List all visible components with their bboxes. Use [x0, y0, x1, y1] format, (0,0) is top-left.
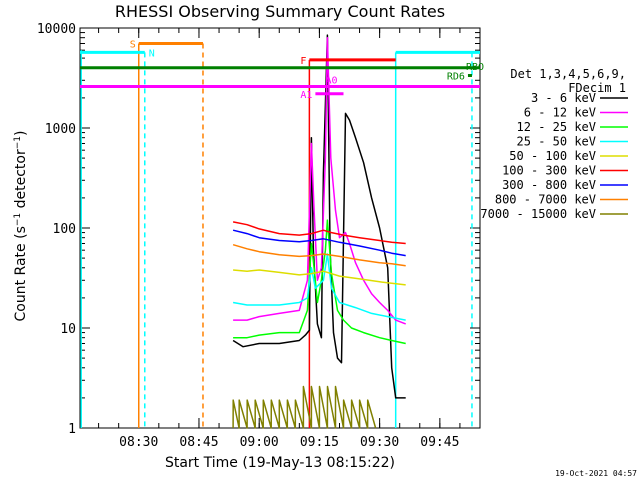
series-line [233, 269, 406, 286]
series-line [232, 243, 406, 267]
y-label-base: Count Rate (s [13, 226, 29, 321]
legend-entry-label: 100 - 300 keV [502, 164, 596, 178]
y-label-exp1: −1 [13, 213, 23, 226]
x-tick-label: 09:45 [420, 435, 459, 450]
y-tick-label: 10000 [37, 22, 76, 37]
series-line [232, 221, 406, 245]
legend-entry-label: 12 - 25 keV [517, 120, 596, 134]
series-group [232, 34, 406, 429]
flag-label: F [300, 56, 306, 67]
flag-label: A1 [300, 90, 312, 101]
y-label-exp2: −1 [13, 136, 23, 149]
x-tick-label: 09:00 [240, 435, 279, 450]
legend-entry-label: 3 - 6 keV [531, 91, 596, 105]
legend-entry-label: 6 - 12 keV [524, 106, 596, 120]
x-tick-label: 08:45 [179, 435, 218, 450]
legend-entry-label: 800 - 7000 keV [495, 193, 596, 207]
flag-label: RBO [466, 62, 484, 73]
legend-entry-label: 300 - 800 keV [502, 178, 596, 192]
legend-entry-label: 50 - 100 keV [509, 149, 596, 163]
series-line [232, 34, 406, 399]
chart-title: RHESSI Observing Summary Count Rates [115, 2, 445, 21]
series-line [232, 385, 377, 429]
y-label-end: ) [13, 131, 29, 136]
plot-axes: 1 10 100 1000 10000 08:30 08:45 09:00 09:15 09:30… [37, 22, 481, 450]
legend-entry-label: 25 - 50 keV [517, 135, 596, 149]
y-tick-label: 1 [68, 422, 76, 437]
x-tick-label: 08:30 [119, 435, 158, 450]
x-tick-label: 09:30 [360, 435, 399, 450]
flag-label: RD6 [447, 71, 465, 82]
flag-label: S [130, 39, 136, 50]
series-line [233, 219, 406, 345]
legend-header: FDecim 1 [568, 81, 626, 95]
flag-label: N [149, 48, 155, 59]
y-tick-label: 1000 [45, 122, 76, 137]
y-tick-label: 10 [60, 322, 76, 337]
series-line [233, 36, 406, 325]
y-tick-label: 100 [53, 222, 76, 237]
series-line [232, 253, 406, 321]
legend-entry-label: 7000 - 15000 keV [480, 207, 596, 221]
legend-header: Det 1,3,4,5,6,9, [510, 67, 626, 81]
x-tick-label: 09:15 [300, 435, 339, 450]
y-axis-label: Count Rate (s−1 detector−1) [13, 131, 29, 322]
timestamp: 19-Oct-2021 04:57 [555, 469, 637, 478]
y-label-mid: detector [13, 149, 29, 213]
flag-label: A0 [325, 76, 337, 87]
x-axis-label: Start Time (19-May-13 08:15:22) [165, 455, 395, 471]
series-line [232, 229, 406, 257]
